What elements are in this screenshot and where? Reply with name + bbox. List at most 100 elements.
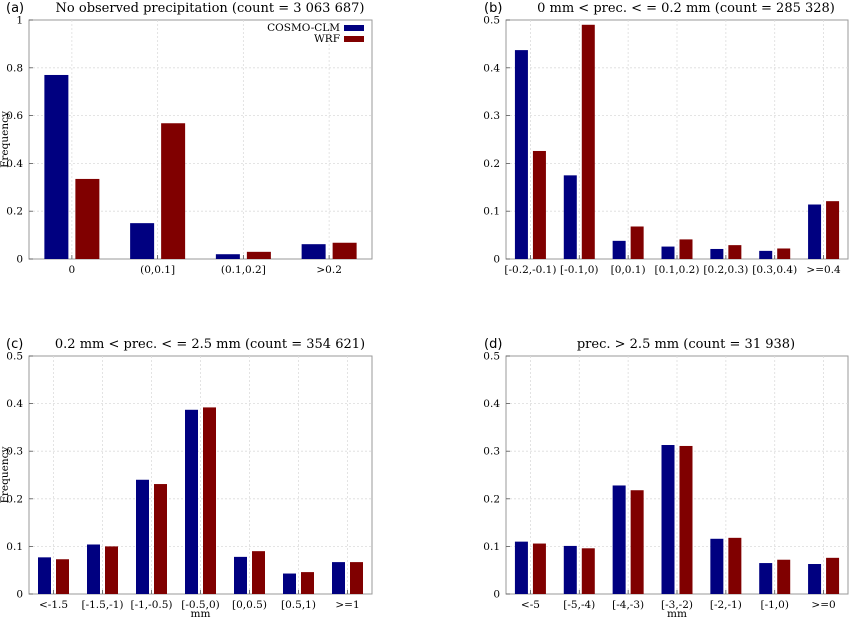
bar-series-2 [777,248,791,259]
y-tick-label: 0.4 [483,62,500,74]
x-axis-label: mm [191,608,211,618]
bar-series-1 [301,244,326,259]
y-axis-label: Frequency [0,111,11,168]
bar-series-1 [612,485,626,594]
chart-panel-4: 0 0.1 0.2 0.3 0.4 0.5 <-5 [-5,-4) [-4,-3) [-3,-2)… [483,337,849,618]
bar-series-2 [826,201,840,259]
bar-series-1 [563,545,577,594]
x-tick-label: (0.1,0.2] [221,264,266,276]
bar-series-1 [136,479,149,594]
x-tick-label: [0.1,0.2) [655,264,700,276]
plot-frame [505,355,849,595]
bar-series-2 [105,546,118,594]
bar-series-2 [301,572,314,594]
bar-series-1 [759,563,773,594]
x-tick-label: 0 [69,264,76,276]
plot-frame [505,19,849,260]
bar-series-1 [661,246,675,259]
bar-series-2 [532,150,546,259]
panel-label: (c) [6,337,23,352]
y-tick-label: 1 [16,15,23,27]
x-tick-label: <-1.5 [39,599,68,611]
chart-title: 0.2 mm < prec. < = 2.5 mm (count = 354 6… [55,337,365,352]
panel-label: (d) [484,337,502,352]
bar-series-1 [808,204,822,259]
bar-series-1 [234,556,247,594]
bar-series-2 [679,445,693,594]
legend-swatch [344,25,364,31]
bar-series-2 [679,239,693,259]
y-tick-label: 0.5 [6,351,23,363]
y-tick-label: 0 [16,254,23,266]
bar-series-1 [215,254,240,259]
x-tick-label: [-1,0) [760,599,788,611]
x-tick-label: [0,0.5) [232,599,267,611]
chart-panel-2: 0 0.1 0.2 0.3 0.4 0.5 [-0.2,-0.1) [-0.1,0) [0,0.… [483,1,849,276]
legend-label: COSMO-CLM [267,22,340,34]
y-tick-label: 0.4 [483,398,500,410]
x-tick-label: (0,0.1] [140,264,175,276]
x-tick-label: [-1.5,-1) [81,599,123,611]
x-tick-label: >=1 [335,599,359,611]
x-tick-label: [0.3,0.4) [752,264,797,276]
y-tick-label: 0.5 [483,15,500,27]
bar-series-1 [759,250,773,259]
y-tick-label: 0.1 [483,541,500,553]
y-tick-label: 0.2 [483,158,500,170]
legend-label: WRF [314,33,340,45]
bar-series-2 [728,537,742,594]
y-tick-label: 0.2 [483,493,500,505]
legend-swatch [344,36,364,42]
x-tick-label: >=0 [811,599,835,611]
bar-series-2 [532,543,546,594]
bar-series-1 [563,175,577,259]
x-tick-label: >0.2 [316,264,342,276]
x-tick-label: <-5 [521,599,540,611]
plot-frame [28,355,373,595]
bar-series-2 [581,24,595,260]
y-tick-label: 0.2 [6,206,23,218]
panel-label: (b) [484,1,502,16]
y-tick-label: 0.8 [6,62,23,74]
bar-series-2 [203,407,216,594]
y-tick-label: 0.5 [483,351,500,363]
bar-series-2 [75,178,100,259]
chart-title: No observed precipitation (count = 3 063… [56,1,365,16]
y-axis-label: Frequency [0,447,11,504]
bar-series-1 [710,538,724,594]
x-tick-label: [-1,-0.5) [130,599,172,611]
x-tick-label: [0.2,0.3) [703,264,748,276]
x-tick-label: >=0.4 [806,264,841,276]
bar-series-1 [130,223,155,259]
y-tick-label: 0 [493,254,500,266]
bar-series-2 [630,490,644,594]
bar-series-1 [661,445,675,594]
y-tick-label: 0.3 [483,446,500,458]
bar-series-1 [808,564,822,594]
bar-series-1 [514,541,528,594]
x-tick-label: [0.5,1) [281,599,316,611]
x-axis-label: mm [667,608,687,618]
x-tick-label: [0,0.1) [611,264,646,276]
bar-series-2 [161,123,186,259]
y-tick-label: 0 [493,589,500,601]
bar-series-2 [728,245,742,259]
y-tick-label: 0.2 [6,493,23,505]
y-tick-label: 0.4 [6,398,23,410]
x-tick-label: [-4,-3) [612,599,644,611]
x-tick-label: [-2,-1) [710,599,742,611]
bar-series-2 [581,548,595,594]
y-tick-label: 0.3 [483,110,500,122]
bar-series-1 [44,74,69,259]
y-tick-label: 0.1 [6,541,23,553]
bar-series-2 [826,557,840,594]
bar-series-1 [38,557,51,594]
x-tick-label: [-0.1,0) [560,264,598,276]
bar-series-2 [154,484,167,594]
chart-panel-3: 0 0.1 0.2 0.3 0.4 0.5 <-1.5 [-1.5,-1) [-1,-0.5) [… [0,337,373,618]
bar-series-1 [710,248,724,259]
bar-series-2 [777,559,791,594]
bar-series-2 [630,226,644,259]
